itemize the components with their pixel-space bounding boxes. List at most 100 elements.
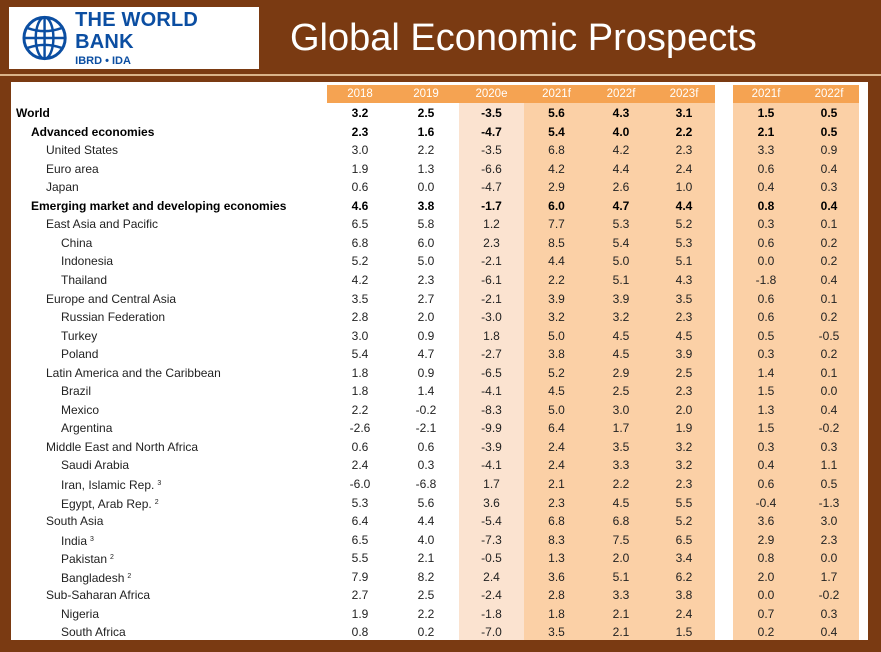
- value-cell: -5.4: [481, 514, 502, 529]
- value-cell: 4.4: [675, 198, 693, 213]
- value-cell: 8.3: [548, 532, 565, 547]
- row-label: Europe and Central Asia: [46, 291, 177, 306]
- value-cell: 0.6: [757, 310, 775, 325]
- table-row: Middle East and North Africa 0.6 0.6 -3.9 2.…: [11, 438, 868, 457]
- value-cell: 0.2: [820, 347, 838, 362]
- value-cell: -7.3: [481, 532, 502, 547]
- value-cell: 1.8: [351, 365, 369, 380]
- value-cell: 2.7: [417, 291, 435, 306]
- value-cell: 2.7: [351, 588, 369, 603]
- value-cell: 2.5: [417, 588, 435, 603]
- value-cell: 0.9: [820, 143, 838, 158]
- value-cell: 0.5: [820, 124, 838, 139]
- table-row: United States 3.0 2.2 -3.5 6.8 4.2 2.3 3.3 0.9: [11, 141, 868, 160]
- value-cell: 1.8: [548, 606, 565, 621]
- value-cell: -0.2: [818, 588, 840, 603]
- value-cell: 3.2: [548, 310, 565, 325]
- value-cell: 3.8: [675, 588, 693, 603]
- table-row: Poland 5.4 4.7 -2.7 3.8 4.5 3.9 0.3 0.2: [11, 345, 868, 364]
- value-cell: 3.8: [548, 347, 565, 362]
- value-cell: 3.9: [675, 347, 693, 362]
- value-cell: 0.3: [757, 347, 775, 362]
- value-cell: 0.8: [351, 625, 369, 640]
- footnote-marker: 2: [127, 572, 132, 580]
- value-cell: -2.7: [481, 347, 502, 362]
- table-row: East Asia and Pacific 6.5 5.8 1.2 7.7 5.3 5.2 0…: [11, 215, 868, 234]
- column-header: 2018: [347, 88, 373, 100]
- value-cell: 1.6: [417, 124, 435, 139]
- row-label: Middle East and North Africa: [46, 439, 199, 454]
- row-label: East Asia and Pacific: [46, 217, 159, 232]
- page-title: Global Economic Prospects: [290, 17, 757, 59]
- value-cell: -0.5: [818, 328, 840, 343]
- row-label: Argentina: [61, 421, 113, 436]
- value-cell: 6.4: [351, 514, 369, 529]
- title-divider: [0, 74, 881, 76]
- value-cell: 2.5: [612, 384, 630, 399]
- value-cell: 0.5: [757, 328, 775, 343]
- value-cell: 2.9: [612, 365, 630, 380]
- row-label: Iran, Islamic Rep. 3: [61, 478, 162, 492]
- value-cell: 1.3: [548, 551, 565, 566]
- value-cell: 2.1: [612, 606, 630, 621]
- world-bank-logo: THE WORLD BANK IBRD • IDA: [9, 7, 259, 69]
- value-cell: 5.8: [417, 217, 435, 232]
- value-cell: 0.2: [417, 625, 435, 640]
- value-cell: 2.3: [483, 235, 500, 250]
- value-cell: 0.0: [417, 180, 435, 195]
- value-cell: -0.5: [481, 551, 502, 566]
- value-cell: 5.2: [351, 254, 369, 269]
- table-row: Thailand 4.2 2.3 -6.1 2.2 5.1 4.3 -1.8 0.4: [11, 271, 868, 290]
- value-cell: 4.5: [612, 328, 630, 343]
- value-cell: 6.5: [351, 217, 369, 232]
- value-cell: 3.6: [757, 514, 775, 529]
- value-cell: -2.1: [415, 421, 437, 436]
- value-cell: 0.4: [757, 458, 775, 473]
- value-cell: 2.1: [757, 124, 775, 139]
- value-cell: -6.1: [481, 272, 502, 287]
- value-cell: 0.1: [820, 291, 838, 306]
- value-cell: 2.3: [675, 310, 693, 325]
- value-cell: -4.1: [481, 384, 502, 399]
- value-cell: -6.5: [481, 365, 502, 380]
- value-cell: 1.7: [612, 421, 630, 436]
- row-label: Pakistan 2: [61, 552, 114, 567]
- header-bar: [327, 85, 715, 103]
- column-shading: [653, 85, 715, 640]
- value-cell: 3.0: [351, 143, 369, 158]
- value-cell: 4.5: [612, 495, 630, 510]
- value-cell: 2.4: [675, 606, 693, 621]
- value-cell: 3.3: [757, 143, 775, 158]
- value-cell: 2.3: [675, 384, 693, 399]
- table-row: Turkey 3.0 0.9 1.8 5.0 4.5 4.5 0.5 -0.5: [11, 327, 868, 346]
- row-label: Russian Federation: [61, 310, 166, 325]
- row-label: Poland: [61, 347, 99, 362]
- value-cell: 3.2: [612, 310, 630, 325]
- row-label: Emerging market and developing economies: [31, 198, 287, 213]
- value-cell: 5.5: [351, 551, 369, 566]
- value-cell: 3.2: [351, 106, 369, 120]
- value-cell: 4.4: [417, 514, 435, 529]
- value-cell: 3.5: [612, 439, 630, 454]
- value-cell: 0.0: [757, 254, 775, 269]
- value-cell: 3.6: [548, 569, 565, 584]
- header-row: 2018 2019 2020e 2021f 2022f 2023f 2021f 2022f: [11, 85, 868, 103]
- value-cell: 2.4: [675, 161, 693, 176]
- value-cell: 4.7: [612, 198, 630, 213]
- column-header: 2022f: [606, 88, 636, 100]
- value-cell: 0.4: [820, 625, 838, 640]
- value-cell: 0.5: [820, 477, 838, 491]
- footnote-marker: 2: [110, 554, 114, 562]
- column-header: 2023f: [669, 88, 699, 100]
- value-cell: -2.1: [481, 254, 502, 269]
- value-cell: 0.2: [820, 235, 838, 250]
- table-row: Russian Federation 2.8 2.0 -3.0 3.2 3.2 2.3 0.6…: [11, 308, 868, 327]
- value-cell: 6.8: [351, 235, 369, 250]
- value-cell: 1.2: [483, 217, 500, 232]
- value-cell: 2.3: [417, 272, 435, 287]
- value-cell: 0.2: [820, 254, 838, 269]
- value-cell: 7.9: [351, 569, 369, 584]
- value-cell: 1.7: [820, 569, 838, 584]
- table-row: South Asia 6.4 4.4 -5.4 6.8 6.8 5.2 3.6 3.0: [11, 512, 868, 531]
- value-cell: 2.2: [417, 143, 435, 158]
